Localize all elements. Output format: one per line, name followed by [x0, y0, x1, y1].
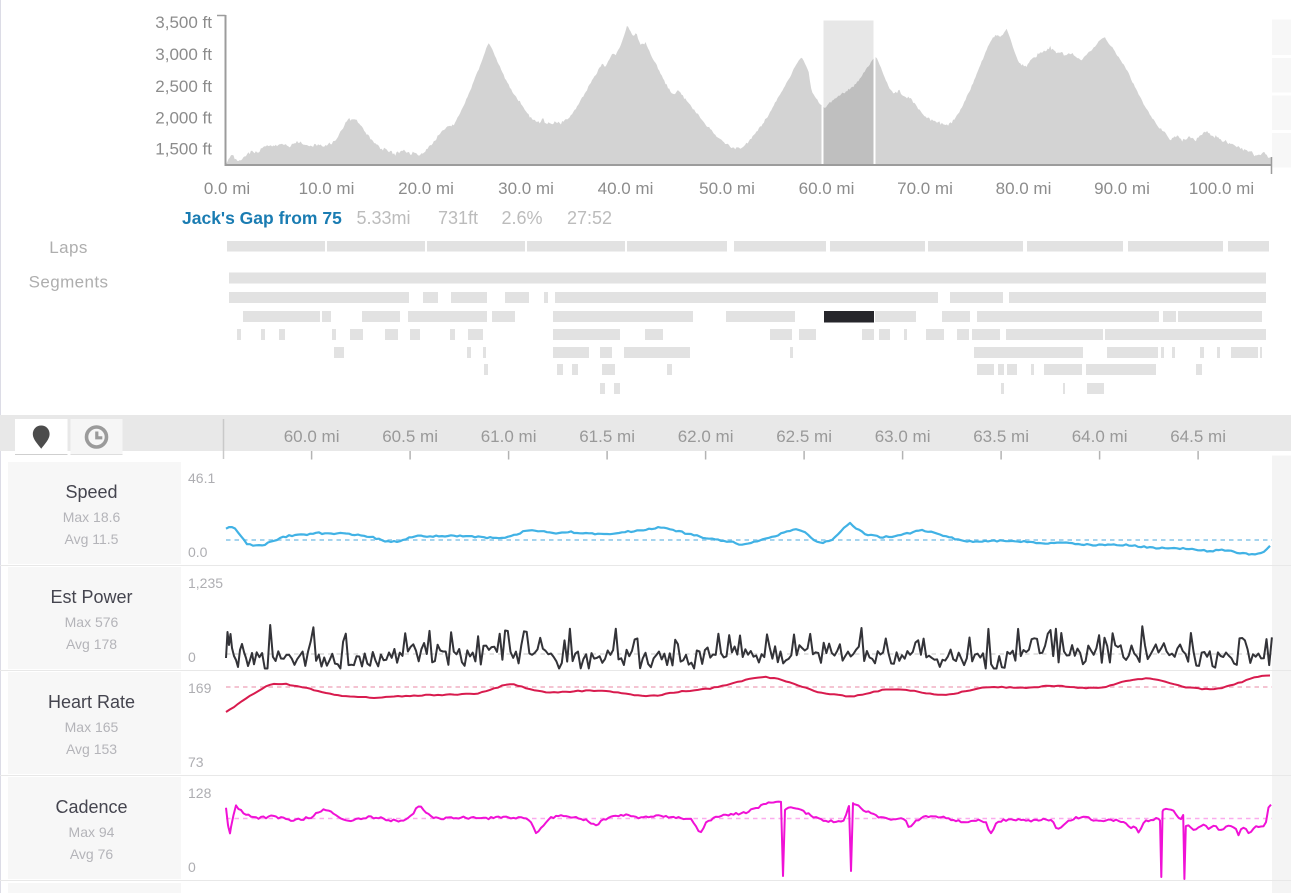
- svg-text:Avg 11.5: Avg 11.5: [65, 531, 119, 547]
- svg-text:Max 165: Max 165: [65, 719, 119, 735]
- svg-text:0: 0: [188, 649, 196, 665]
- svg-text:Avg 76: Avg 76: [70, 846, 114, 862]
- svg-text:2,000 ft: 2,000 ft: [155, 109, 212, 128]
- svg-text:169: 169: [188, 680, 212, 696]
- svg-text:64.0 mi: 64.0 mi: [1072, 427, 1128, 446]
- svg-text:5.33mi: 5.33mi: [357, 208, 411, 228]
- svg-text:90.0 mi: 90.0 mi: [1094, 179, 1150, 198]
- svg-text:10.0 mi: 10.0 mi: [299, 179, 355, 198]
- svg-text:63.0 mi: 63.0 mi: [875, 427, 931, 446]
- svg-text:128: 128: [188, 785, 212, 801]
- svg-text:61.0 mi: 61.0 mi: [481, 427, 537, 446]
- svg-text:Max 18.6: Max 18.6: [63, 509, 121, 525]
- svg-text:Max 94: Max 94: [69, 824, 115, 840]
- svg-text:100.0 mi: 100.0 mi: [1189, 179, 1254, 198]
- svg-text:Heart Rate: Heart Rate: [48, 692, 135, 712]
- svg-text:80.0 mi: 80.0 mi: [996, 179, 1052, 198]
- svg-text:0.0 mi: 0.0 mi: [204, 179, 250, 198]
- svg-text:731ft: 731ft: [438, 208, 478, 228]
- svg-text:61.5 mi: 61.5 mi: [579, 427, 635, 446]
- svg-text:Avg 153: Avg 153: [66, 741, 117, 757]
- svg-text:64.5 mi: 64.5 mi: [1170, 427, 1226, 446]
- svg-text:70.0 mi: 70.0 mi: [897, 179, 953, 198]
- svg-text:73: 73: [188, 754, 204, 770]
- svg-text:2,500 ft: 2,500 ft: [155, 77, 212, 96]
- svg-text:60.0 mi: 60.0 mi: [799, 179, 855, 198]
- svg-text:46.1: 46.1: [188, 470, 215, 486]
- svg-text:Segments: Segments: [29, 273, 109, 292]
- svg-text:30.0 mi: 30.0 mi: [498, 179, 554, 198]
- svg-text:40.0 mi: 40.0 mi: [598, 179, 654, 198]
- svg-text:60.5 mi: 60.5 mi: [382, 427, 438, 446]
- svg-text:0.0: 0.0: [188, 544, 208, 560]
- svg-text:3,000 ft: 3,000 ft: [155, 45, 212, 64]
- svg-text:Speed: Speed: [65, 482, 117, 502]
- svg-text:3,500 ft: 3,500 ft: [155, 13, 212, 32]
- svg-text:1,235: 1,235: [188, 575, 223, 591]
- svg-text:63.5 mi: 63.5 mi: [973, 427, 1029, 446]
- svg-text:Avg 178: Avg 178: [66, 636, 117, 652]
- svg-text:62.5 mi: 62.5 mi: [776, 427, 832, 446]
- svg-text:0: 0: [188, 859, 196, 875]
- svg-text:1,500 ft: 1,500 ft: [155, 140, 212, 159]
- svg-text:20.0 mi: 20.0 mi: [398, 179, 454, 198]
- svg-text:Cadence: Cadence: [55, 797, 127, 817]
- svg-text:50.0 mi: 50.0 mi: [699, 179, 755, 198]
- svg-text:Est Power: Est Power: [50, 587, 132, 607]
- svg-text:27:52: 27:52: [567, 208, 612, 228]
- svg-text:60.0 mi: 60.0 mi: [284, 427, 340, 446]
- svg-text:Jack's Gap from 75: Jack's Gap from 75: [182, 208, 342, 228]
- svg-text:2.6%: 2.6%: [502, 208, 543, 228]
- svg-text:62.0 mi: 62.0 mi: [678, 427, 734, 446]
- svg-text:Laps: Laps: [49, 238, 87, 257]
- svg-text:Max 576: Max 576: [65, 614, 119, 630]
